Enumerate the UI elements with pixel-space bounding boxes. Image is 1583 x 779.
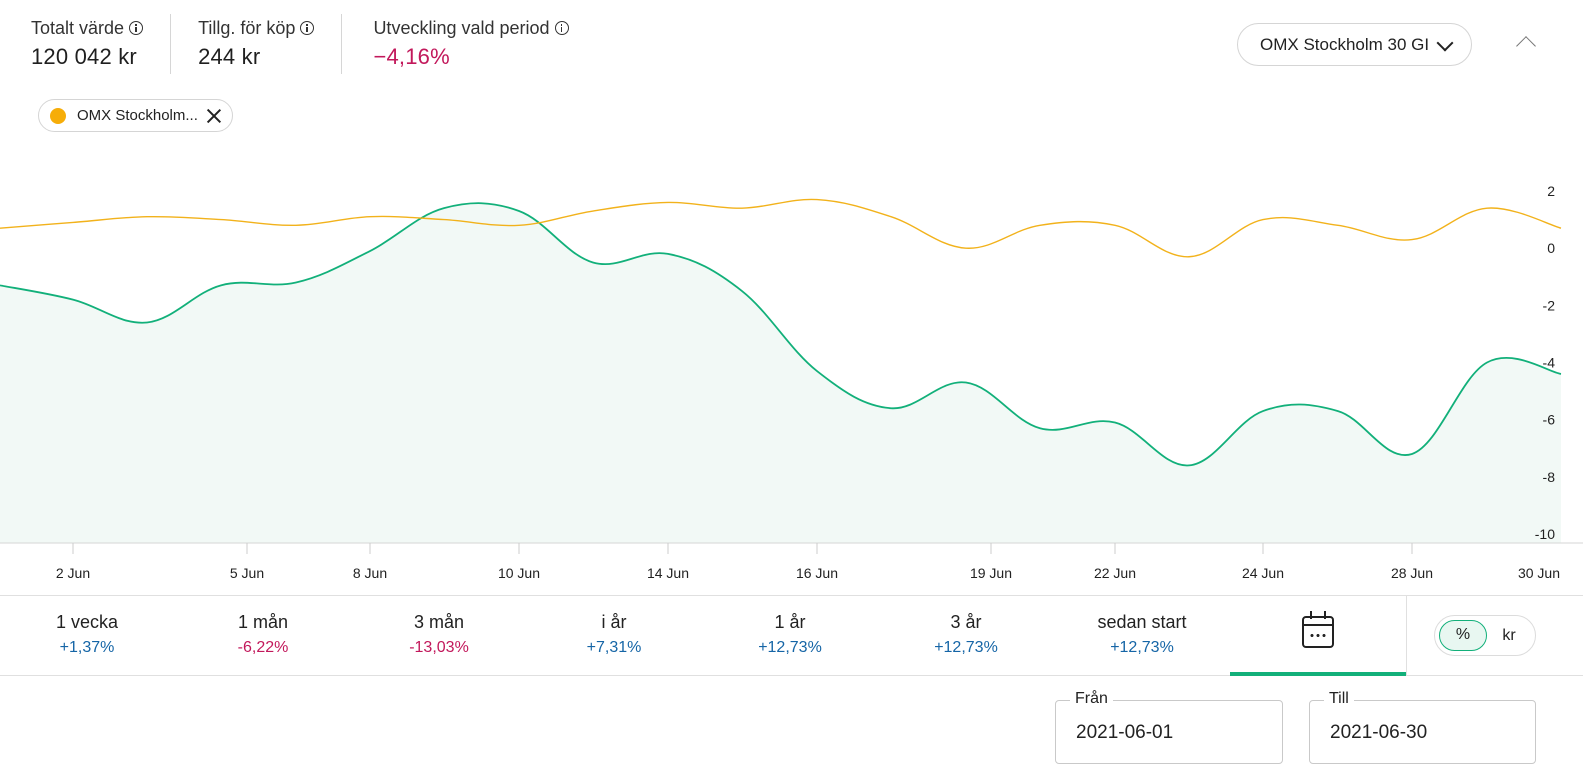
period-label: i år	[601, 612, 627, 632]
period-option[interactable]: 3 år +12,73%	[878, 596, 1054, 676]
period-option[interactable]: 1 mån -6,22%	[175, 596, 351, 676]
period-value: +12,73%	[1110, 639, 1174, 656]
x-tick-label: 22 Jun	[1094, 565, 1136, 581]
change-stat: Utveckling vald period −4,16%	[341, 14, 595, 74]
period-label: 3 mån	[413, 612, 465, 632]
percent-option[interactable]: %	[1439, 620, 1487, 651]
y-tick-label: 0	[1547, 240, 1555, 256]
y-axis: 2 0 -2 -4 -6 -8 -10	[1535, 183, 1555, 542]
info-icon[interactable]	[554, 21, 569, 35]
period-option[interactable]: sedan start +12,73%	[1054, 596, 1230, 676]
info-icon[interactable]	[300, 21, 315, 35]
from-date-label: Från	[1070, 690, 1113, 708]
x-tick-label: 30 Jun	[1518, 565, 1560, 581]
period-label: 1 år	[774, 612, 806, 632]
x-tick-label: 10 Jun	[498, 565, 540, 581]
period-value: +7,31%	[586, 639, 642, 656]
total-value-stat: Totalt värde 120 042 kr	[0, 14, 170, 74]
y-tick-label: -10	[1535, 526, 1555, 542]
to-date-input[interactable]	[1330, 722, 1510, 744]
available-value: 244 kr	[198, 44, 261, 69]
x-tick-label: 28 Jun	[1391, 565, 1433, 581]
period-option[interactable]: 1 vecka +1,37%	[0, 596, 175, 676]
index-line	[0, 198, 1562, 258]
compare-chip[interactable]: OMX Stockholm...	[38, 99, 233, 132]
total-value: 120 042 kr	[31, 44, 137, 69]
period-option[interactable]: 3 mån -13,03%	[351, 596, 527, 676]
total-value-label: Totalt värde	[31, 17, 125, 38]
period-value: +12,73%	[934, 639, 998, 656]
x-tick-label: 8 Jun	[353, 565, 387, 581]
x-tick-label: 19 Jun	[970, 565, 1012, 581]
from-date-input[interactable]	[1076, 722, 1256, 744]
period-label: sedan start	[1097, 612, 1187, 632]
to-date-label: Till	[1324, 690, 1354, 708]
compare-chip-label: OMX Stockholm...	[77, 107, 198, 124]
available-stat: Tillg. för köp 244 kr	[170, 14, 341, 74]
y-tick-label: -4	[1543, 355, 1556, 371]
unit-toggle: % kr	[1434, 615, 1536, 656]
index-select[interactable]: OMX Stockholm 30 GI	[1237, 23, 1472, 66]
period-label: 1 mån	[237, 612, 289, 632]
portfolio-line	[0, 202, 1562, 467]
period-value: -13,03%	[409, 639, 469, 656]
y-tick-label: -2	[1543, 297, 1556, 313]
period-label: 1 vecka	[55, 612, 119, 632]
y-tick-label: -8	[1543, 469, 1556, 485]
divider	[1406, 596, 1407, 676]
chevron-up-icon[interactable]	[1515, 32, 1537, 54]
x-tick-label: 14 Jun	[647, 565, 689, 581]
to-date-field: Till	[1309, 690, 1536, 764]
x-tick-label: 5 Jun	[230, 565, 264, 581]
y-tick-label: 2	[1547, 183, 1555, 199]
period-selector: 1 vecka +1,37% 1 mån -6,22% 3 mån -13,03% i år…	[0, 595, 1583, 676]
series-color-dot	[50, 107, 66, 124]
x-tick-label: 24 Jun	[1242, 565, 1284, 581]
period-value: +12,73%	[758, 639, 822, 656]
from-date-field: Från	[1055, 690, 1283, 764]
period-label: 3 år	[950, 612, 982, 632]
period-option[interactable]: 1 år +12,73%	[702, 596, 878, 676]
available-label: Tillg. för köp	[198, 17, 296, 38]
chevron-down-icon	[1436, 34, 1454, 52]
performance-chart: 2 0 -2 -4 -6 -8 -10 2 Jun 5 Jun 8 Jun 10 Jun 14 Ju…	[0, 183, 1583, 581]
period-value: -6,22%	[237, 639, 289, 656]
index-select-value: OMX Stockholm 30 GI	[1260, 34, 1430, 54]
calendar-icon	[1302, 611, 1334, 648]
x-axis: 2 Jun 5 Jun 8 Jun 10 Jun 14 Jun 16 Jun 19 Jun 2…	[0, 542, 1583, 581]
plot-area	[0, 198, 1562, 543]
y-tick-label: -6	[1543, 412, 1556, 428]
currency-option[interactable]: kr	[1502, 627, 1516, 644]
close-icon[interactable]	[206, 108, 222, 124]
custom-period-tab[interactable]	[1230, 596, 1407, 676]
x-tick-label: 16 Jun	[796, 565, 838, 581]
period-value: +1,37%	[59, 639, 115, 656]
period-option[interactable]: i år +7,31%	[526, 596, 702, 676]
change-value: −4,16%	[373, 44, 450, 69]
change-label: Utveckling vald period	[373, 17, 550, 38]
x-tick-label: 2 Jun	[56, 565, 90, 581]
summary-stats: Totalt värde 120 042 kr Tillg. för köp 2…	[0, 14, 596, 74]
series-area	[0, 203, 1561, 543]
info-icon[interactable]	[129, 21, 144, 35]
